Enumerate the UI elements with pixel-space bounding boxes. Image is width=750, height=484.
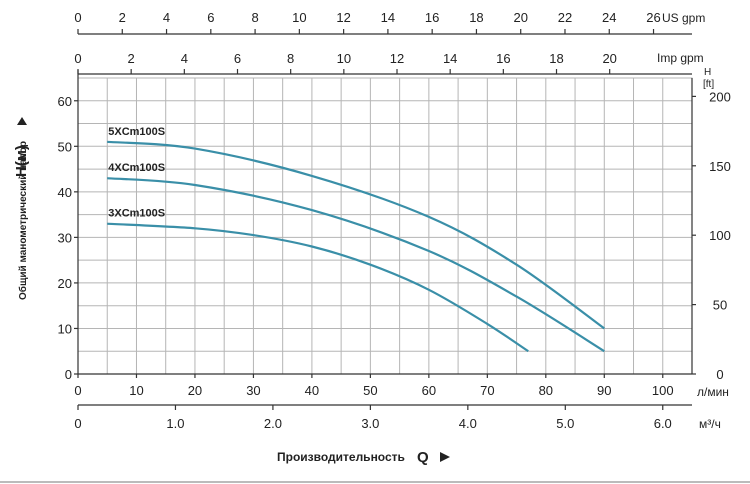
us-gpm-tick-label: 20 [513,10,527,25]
y-axis-arrow-icon [17,117,27,125]
us-gpm-tick-label: 6 [207,10,214,25]
y-axis-title-text: Общий манометрический напор [17,141,29,300]
m3h-tick-label: 2.0 [264,416,282,431]
right-tick-label: 200 [709,89,731,104]
left-tick-label: 30 [58,230,72,245]
lmin-tick-label: 100 [652,383,674,398]
us-gpm-tick-label: 4 [163,10,170,25]
lmin-tick-label: 90 [597,383,611,398]
axis-labels: US gpm Imp gpm H [ft] л/мин м³/ч Общий м… [13,11,729,466]
us-gpm-tick-label: 14 [381,10,395,25]
y-axis-symbol: H(м) [13,145,30,177]
lmin-tick-label: 80 [539,383,553,398]
m3h-tick-label: 5.0 [556,416,574,431]
imp-gpm-tick-label: 8 [287,51,294,66]
lmin-tick-label: 20 [188,383,202,398]
y-axis-title: Общий манометрический напор [17,141,29,300]
curve-3xcm100s [107,222,529,353]
imp-gpm-tick-label: 16 [496,51,510,66]
imp-gpm-tick-label: 10 [337,51,351,66]
imp-gpm-tick-label: 12 [390,51,404,66]
imp-gpm-tick-label: 2 [128,51,135,66]
x-axis-symbol: Q [417,449,429,466]
m3h-tick-label: 1.0 [166,416,184,431]
right-tick-label: 100 [709,228,731,243]
imp-gpm-tick-label: 0 [74,51,81,66]
imp-gpm-unit-label: Imp gpm [657,51,704,65]
us-gpm-tick-label: 12 [336,10,350,25]
series-label-4xcm100s: 4XCm100S [108,162,165,174]
left-tick-label: 40 [58,185,72,200]
m3h-tick-label: 6.0 [654,416,672,431]
lmin-tick-label: 50 [363,383,377,398]
m3h-tick-label: 0 [74,416,81,431]
us-gpm-tick-label: 22 [558,10,572,25]
us-gpm-tick-label: 2 [119,10,126,25]
left-tick-label: 20 [58,276,72,291]
m3h-tick-label: 3.0 [361,416,379,431]
right-tick-label: 50 [713,298,727,313]
curve-4xcm100s [107,177,605,353]
y-axis-title-big: H(м) [13,145,30,177]
ft-axis-h-label: H [704,67,711,78]
lmin-tick-label: 60 [422,383,436,398]
us-gpm-tick-label: 16 [425,10,439,25]
performance-curves: 5XCm100S 4XCm100S 3XCm100S [107,126,605,353]
us-gpm-tick-label: 10 [292,10,306,25]
left-tick-label: 60 [58,94,72,109]
us-gpm-tick-label: 8 [251,10,258,25]
imp-gpm-tick-label: 20 [602,51,616,66]
imp-gpm-tick-label: 6 [234,51,241,66]
us-gpm-tick-label: 0 [74,10,81,25]
lmin-tick-label: 70 [480,383,494,398]
lmin-tick-label: 30 [246,383,260,398]
us-gpm-tick-label: 26 [646,10,660,25]
us-gpm-tick-label: 18 [469,10,483,25]
us-gpm-unit-label: US gpm [662,11,705,25]
left-tick-label: 0 [65,367,72,382]
m3h-tick-label: 4.0 [459,416,477,431]
m3h-unit-label: м³/ч [699,417,721,431]
x-axis-arrow-icon [440,452,450,462]
imp-gpm-tick-label: 14 [443,51,457,66]
x-axis-title-text: Производительность [277,450,405,464]
ft-axis-unit-label: [ft] [703,79,714,90]
us-gpm-tick-label: 24 [602,10,616,25]
series-label-5xcm100s: 5XCm100S [108,126,165,138]
right-tick-label: 0 [716,367,723,382]
series-label-3xcm100s: 3XCm100S [108,208,165,220]
lmin-unit-label: л/мин [697,385,729,399]
lmin-tick-label: 40 [305,383,319,398]
curve-5xcm100s [107,140,605,330]
lmin-tick-label: 10 [129,383,143,398]
left-tick-label: 50 [58,139,72,154]
left-tick-label: 10 [58,321,72,336]
imp-gpm-tick-label: 4 [181,51,188,66]
imp-gpm-tick-label: 18 [549,51,563,66]
right-tick-label: 150 [709,159,731,174]
lmin-tick-label: 0 [74,383,81,398]
